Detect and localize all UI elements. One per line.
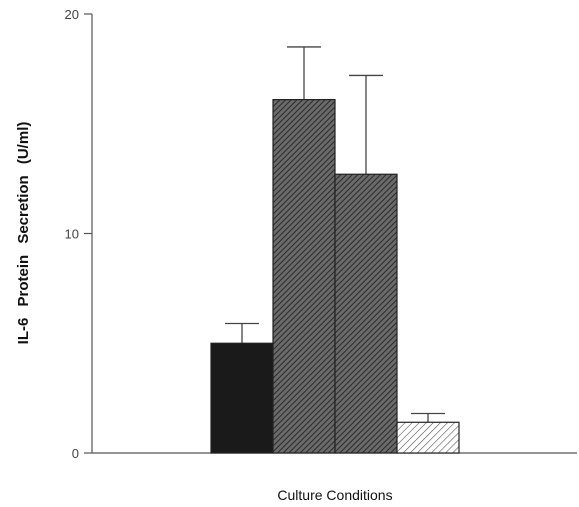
error-bars: [225, 46, 445, 423]
bars: [210, 99, 460, 454]
y-axis-title: IL-6 Protein Secretion (U/ml): [15, 122, 32, 345]
y-ticks: 0 10 20: [65, 7, 92, 461]
bar-2: [272, 99, 336, 454]
bar-4: [396, 421, 460, 454]
y-tick-label: 10: [65, 227, 79, 242]
bar-1: [210, 342, 274, 454]
x-axis-title: Culture Conditions: [277, 487, 392, 503]
y-tick-label: 20: [65, 7, 79, 22]
y-tick-label: 0: [72, 446, 79, 461]
bar-3: [334, 173, 398, 454]
